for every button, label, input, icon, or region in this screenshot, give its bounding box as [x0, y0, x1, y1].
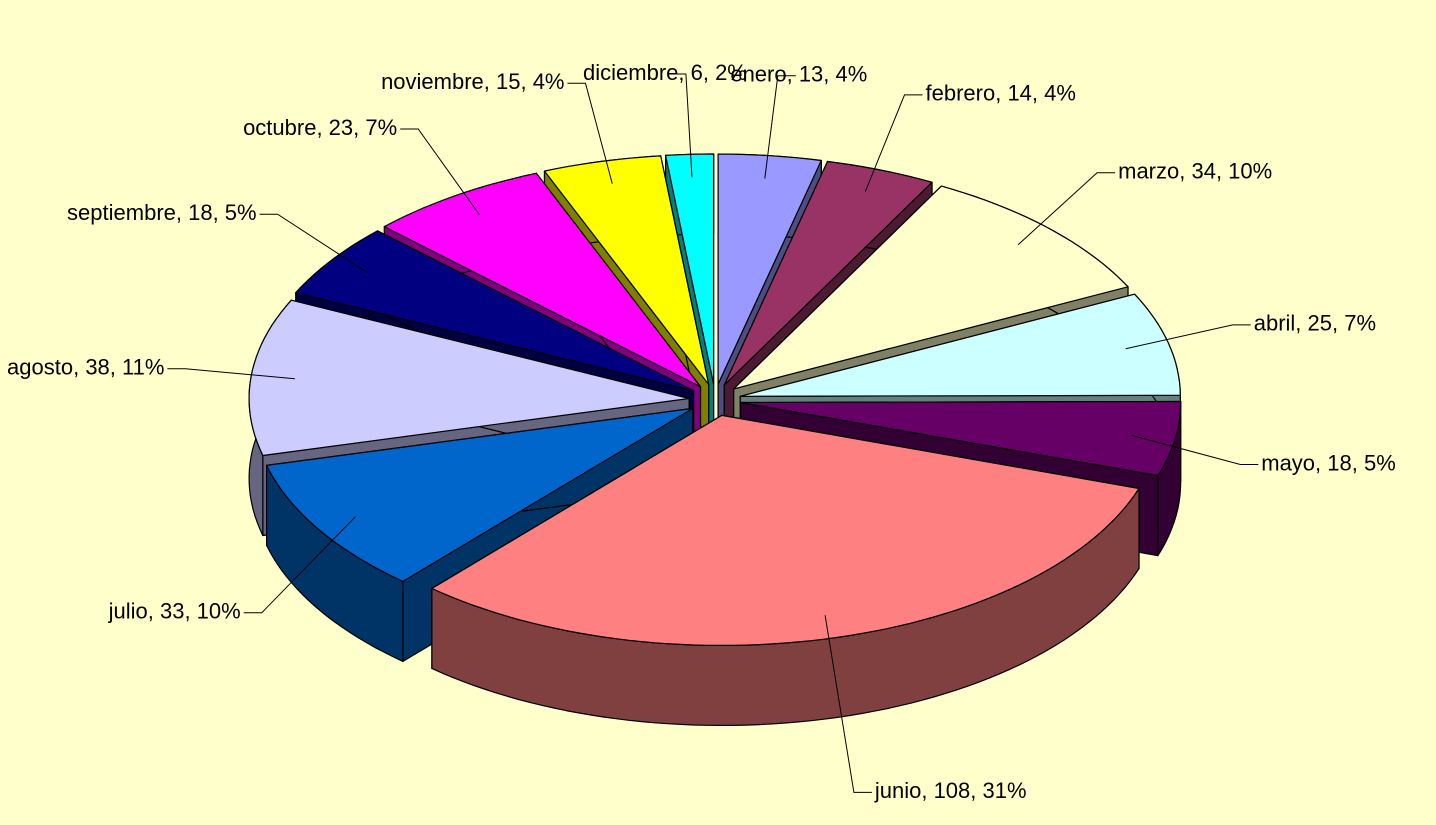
- slice-top: [266, 407, 694, 583]
- slice-top: [739, 293, 1181, 397]
- data-label: marzo, 34, 10%: [1118, 159, 1272, 184]
- leader-line: [864, 94, 923, 192]
- slice-top: [717, 153, 822, 385]
- data-label: junio, 108, 31%: [874, 778, 1027, 803]
- data-label: mayo, 18, 5%: [1261, 450, 1396, 475]
- data-label: noviembre, 15, 4%: [381, 69, 564, 94]
- slice-top: [295, 230, 695, 392]
- slice-top: [248, 299, 690, 457]
- leader-line: [400, 128, 481, 216]
- data-label: abril, 25, 7%: [1254, 311, 1376, 336]
- leader-line: [667, 73, 693, 178]
- data-label: febrero, 14, 4%: [926, 81, 1076, 106]
- leader-line: [824, 615, 872, 793]
- slice-top: [543, 155, 710, 386]
- leader-line: [1131, 434, 1259, 465]
- slice-top: [383, 172, 702, 388]
- leader-line: [259, 213, 369, 274]
- leader-line: [1125, 324, 1251, 350]
- data-label: julio, 33, 10%: [108, 599, 241, 624]
- slice-top: [431, 414, 1140, 647]
- data-label: diciembre, 6, 2%: [583, 60, 747, 85]
- data-label: septiembre, 18, 5%: [67, 200, 257, 225]
- leader-line: [567, 82, 613, 184]
- slice: junio: [431, 414, 1140, 727]
- slice-top: [664, 153, 715, 385]
- data-label: agosto, 38, 11%: [7, 355, 164, 380]
- leader-line: [764, 75, 796, 179]
- slice-top: [723, 160, 933, 386]
- slice-top: [733, 185, 1129, 390]
- data-label: octubre, 23, 7%: [243, 115, 397, 140]
- leader-line: [1017, 172, 1116, 246]
- leader-line: [243, 516, 356, 614]
- leader-line: [167, 368, 295, 380]
- slice-top: [740, 400, 1182, 477]
- data-label: enero, 13, 4%: [730, 62, 867, 87]
